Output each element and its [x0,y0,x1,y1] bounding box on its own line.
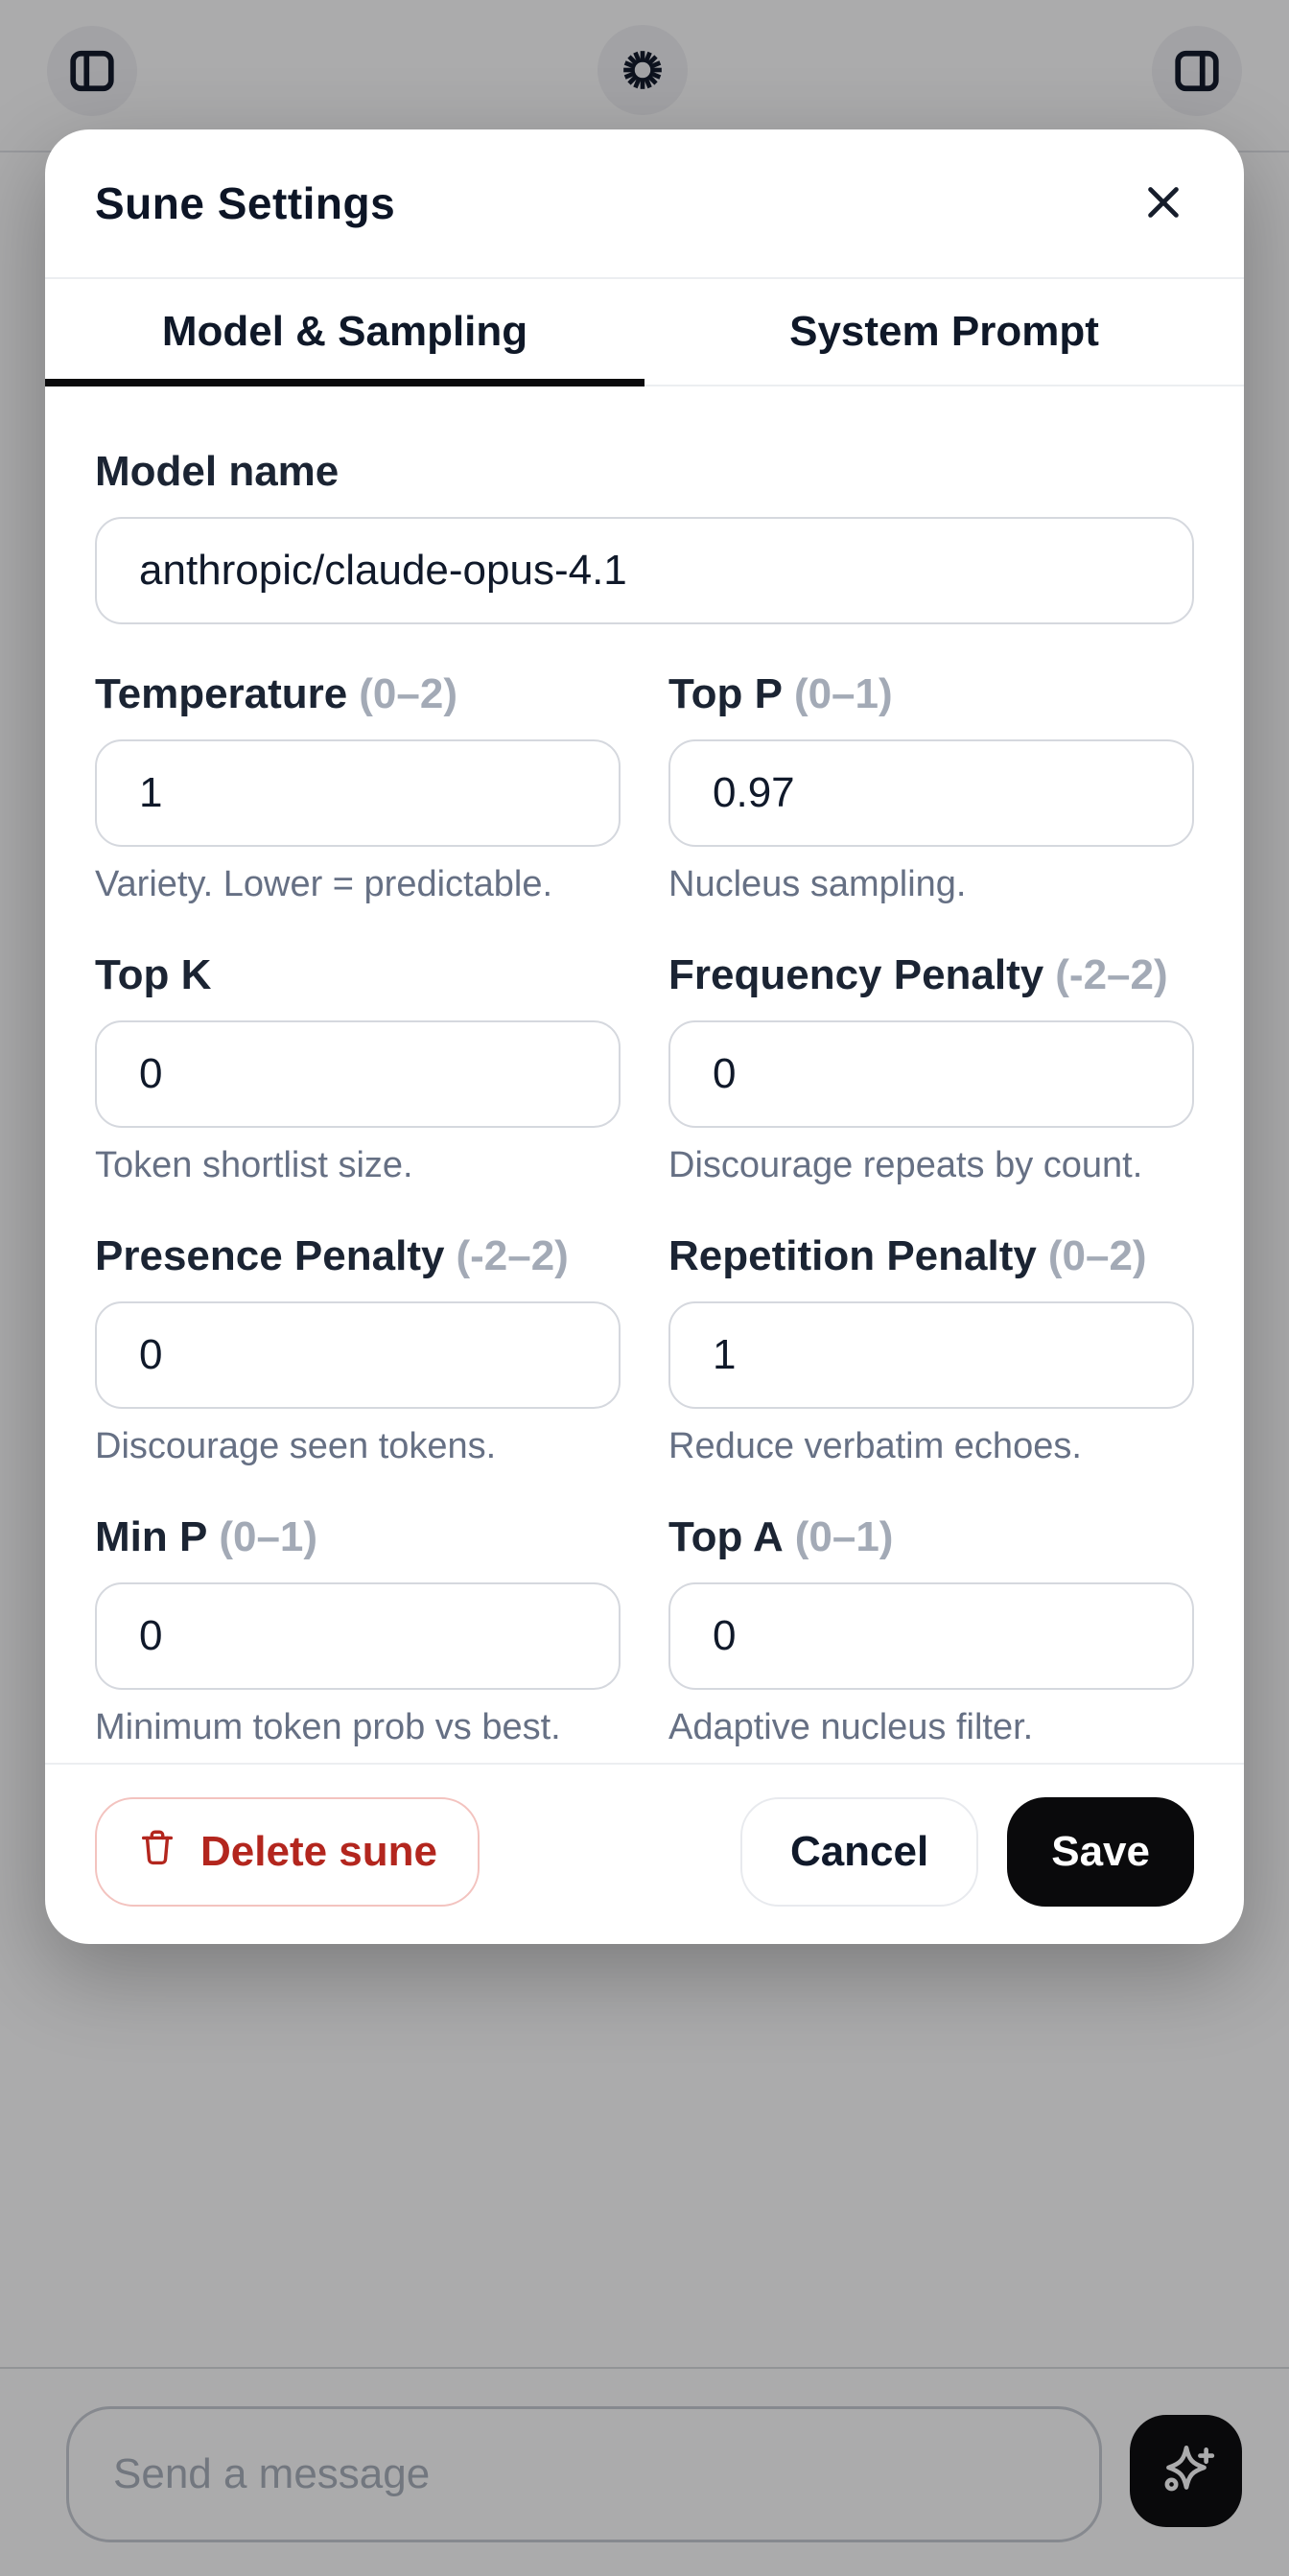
right-panel-toggle-button[interactable] [1152,26,1242,116]
top-k-field: Top K Token shortlist size. [95,949,621,1186]
top-a-input[interactable] [668,1582,1194,1690]
presence-penalty-range: (-2–2) [456,1232,569,1279]
modal-content: Model name Temperature(0–2) Variety. Low… [45,386,1244,1763]
model-name-label: Model name [95,448,340,495]
save-button[interactable]: Save [1007,1797,1194,1907]
top-p-range: (0–1) [793,670,893,717]
top-a-label: Top A [668,1513,784,1560]
min-p-field: Min P(0–1) Minimum token prob vs best. [95,1511,621,1748]
composer-divider [0,2367,1289,2369]
top-p-help: Nucleus sampling. [668,864,967,904]
temperature-field: Temperature(0–2) Variety. Lower = predic… [95,668,621,905]
min-p-label: Min P [95,1513,208,1560]
tab-bar: Model & Sampling System Prompt [45,279,1244,386]
temperature-help: Variety. Lower = predictable. [95,864,553,904]
sparkle-icon [1155,2438,1218,2504]
top-p-field: Top P(0–1) Nucleus sampling. [668,668,1194,905]
presence-penalty-field: Presence Penalty(-2–2) Discourage seen t… [95,1230,621,1467]
close-icon [1141,180,1185,227]
model-name-input[interactable] [95,517,1194,624]
temperature-input[interactable] [95,739,621,847]
repetition-penalty-label: Repetition Penalty [668,1232,1037,1279]
tab-model-sampling[interactable]: Model & Sampling [45,279,644,386]
top-a-help: Adaptive nucleus filter. [668,1707,1034,1747]
repetition-penalty-range: (0–2) [1047,1232,1147,1279]
top-p-input[interactable] [668,739,1194,847]
frequency-penalty-field: Frequency Penalty(-2–2) Discourage repea… [668,949,1194,1186]
delete-sune-button[interactable]: Delete sune [95,1797,480,1907]
frequency-penalty-range: (-2–2) [1055,951,1168,998]
panel-left-icon [68,47,116,95]
repetition-penalty-field: Repetition Penalty(0–2) Reduce verbatim … [668,1230,1194,1467]
send-sparkle-button[interactable] [1130,2415,1242,2527]
temperature-range: (0–2) [359,670,457,717]
sune-settings-dialog: Sune Settings Model & Sampling System Pr… [45,129,1244,1944]
sampling-grid: Temperature(0–2) Variety. Lower = predic… [95,624,1194,1748]
frequency-penalty-help: Discourage repeats by count. [668,1145,1143,1185]
delete-sune-label: Delete sune [200,1828,437,1875]
top-k-help: Token shortlist size. [95,1145,413,1185]
cancel-button[interactable]: Cancel [739,1797,979,1907]
tab-system-prompt[interactable]: System Prompt [644,279,1244,385]
temperature-label: Temperature [95,670,348,717]
repetition-penalty-help: Reduce verbatim echoes. [668,1426,1082,1466]
presence-penalty-label: Presence Penalty [95,1232,445,1279]
panel-right-icon [1173,47,1221,95]
frequency-penalty-label: Frequency Penalty [668,951,1044,998]
model-name-field: Model name [95,446,1194,624]
top-p-label: Top P [668,670,783,717]
message-input[interactable] [66,2406,1102,2542]
modal-title: Sune Settings [95,178,396,228]
starburst-icon [616,43,669,97]
top-a-range: (0–1) [794,1513,894,1560]
min-p-input[interactable] [95,1582,621,1690]
sidebar-toggle-button[interactable] [47,26,137,116]
min-p-help: Minimum token prob vs best. [95,1707,561,1747]
trash-icon [137,1827,177,1878]
modal-header: Sune Settings [45,129,1244,279]
repetition-penalty-input[interactable] [668,1301,1194,1409]
presence-penalty-input[interactable] [95,1301,621,1409]
close-button[interactable] [1133,173,1194,234]
top-k-input[interactable] [95,1020,621,1128]
top-k-label: Top K [95,951,212,998]
top-a-field: Top A(0–1) Adaptive nucleus filter. [668,1511,1194,1748]
presence-penalty-help: Discourage seen tokens. [95,1426,497,1466]
modal-footer: Delete sune Cancel Save [45,1763,1244,1944]
app-logo-button[interactable] [598,25,688,115]
frequency-penalty-input[interactable] [668,1020,1194,1128]
min-p-range: (0–1) [219,1513,318,1560]
